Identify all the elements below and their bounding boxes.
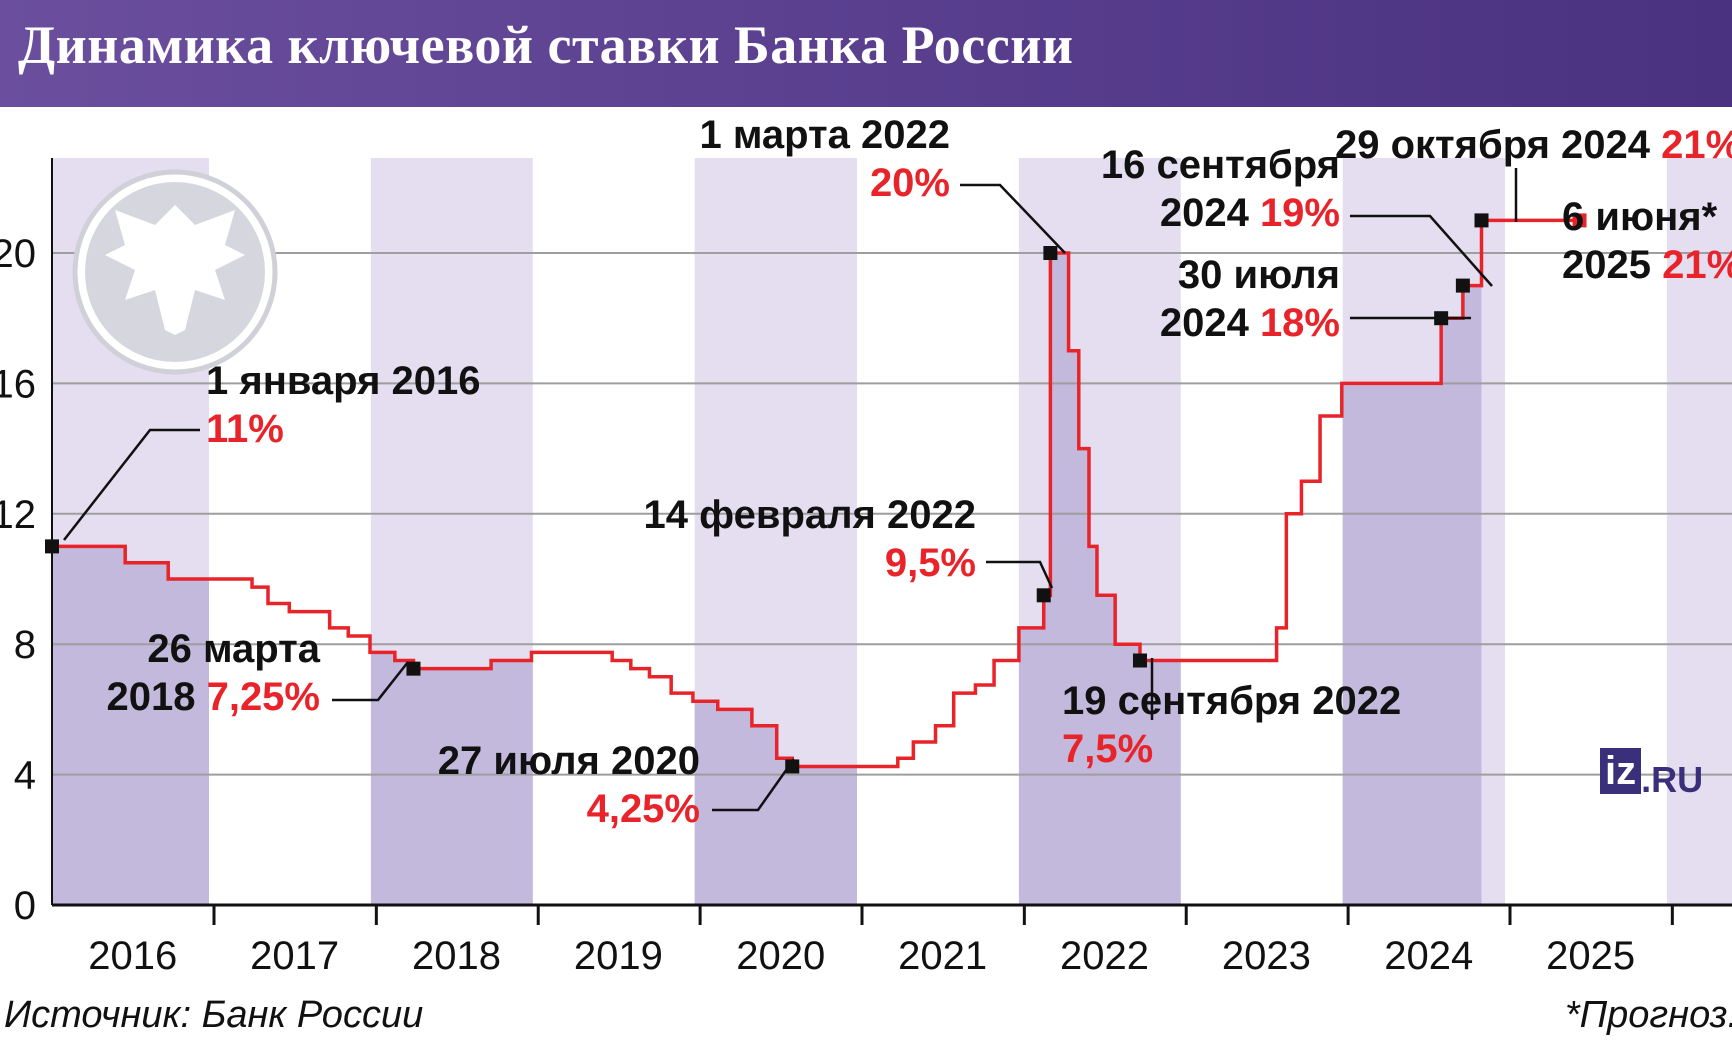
annotation-leader — [1350, 214, 1493, 287]
y-tick-label: 20 — [0, 232, 36, 276]
x-tick-label: 2018 — [412, 934, 501, 978]
annotation-date: 30 июля — [1178, 253, 1340, 297]
x-tick-label: 2021 — [898, 934, 987, 978]
header-bar: Динамика ключевой ставки Банка России — [0, 0, 1732, 107]
annotation-oct2024: 29 октября 2024 21% — [1335, 123, 1732, 228]
annotation-marker — [45, 539, 59, 554]
annotation-date: 19 сентября 2022 — [1062, 679, 1401, 723]
y-tick-label: 4 — [14, 754, 36, 798]
x-tick-label: 2016 — [88, 934, 177, 978]
annotation-marker — [1434, 311, 1449, 326]
forecast-note: *Прогноз. — [1564, 994, 1732, 1036]
annotation-marker — [406, 661, 421, 676]
annotation-value: 18% — [1260, 301, 1340, 345]
x-tick-label: 2025 — [1546, 934, 1635, 978]
y-tick-label: 12 — [0, 493, 36, 537]
annotation-date: 14 февраля 2022 — [644, 493, 976, 537]
x-tick-label: 2019 — [574, 934, 663, 978]
annotation-marker — [1132, 653, 1147, 668]
annotation-leader — [63, 428, 200, 541]
annotation-value: 7,25% — [207, 675, 320, 719]
x-tick-label: 2024 — [1384, 934, 1473, 978]
rate-step-line — [52, 218, 1580, 769]
annotation-value: 21% — [1662, 243, 1732, 287]
annotation-leader — [960, 183, 1066, 254]
y-tick-label: 8 — [14, 623, 36, 667]
annotation-jun2025: 6 июня*2025 21% — [1562, 195, 1732, 287]
annotation-marker — [1572, 213, 1587, 228]
annotation-marker — [1043, 246, 1058, 260]
annotation-leader — [332, 661, 409, 702]
annotation-year: 2018 7,25% — [106, 675, 320, 719]
x-tick-label: 2017 — [250, 934, 339, 978]
rate-line — [52, 218, 1580, 769]
y-tick-label: 0 — [14, 884, 36, 928]
annotation-marker — [1455, 278, 1470, 293]
bank-emblem-icon — [72, 169, 278, 375]
annotation-value: 9,5% — [885, 541, 976, 585]
key-rate-chart: 0 4 8 12 16 20 2016 2017 2018 2019 2020 2021 2022 202… — [0, 113, 1732, 978]
annotation-date: 29 октября 2024 21% — [1335, 123, 1732, 167]
annotation-date: 6 июня* — [1562, 195, 1718, 239]
grid-lines — [52, 252, 1732, 776]
annotation-year: 2024 19% — [1160, 191, 1340, 235]
annotation-date: 1 марта 2022 — [699, 113, 950, 157]
izru-logo: iz .RU — [1600, 748, 1703, 801]
annotation-marker — [1036, 588, 1051, 603]
annotation-leader — [712, 758, 796, 812]
annotation-date: 26 марта — [147, 627, 320, 671]
annotation-value: 11% — [206, 407, 284, 451]
annotation-year: 2024 18% — [1160, 301, 1340, 345]
logo-iz: iz — [1600, 748, 1642, 794]
chart-title: Динамика ключевой ставки Банка России — [18, 15, 1074, 75]
annotation-value: 21% — [1661, 123, 1732, 167]
year-band — [1666, 158, 1732, 905]
annotation-date: 1 января 2016 — [206, 359, 481, 403]
x-tick-label: 2023 — [1222, 934, 1311, 978]
annotation-value: 4,25% — [587, 787, 700, 831]
x-tick-label: 2020 — [736, 934, 825, 978]
source-note: Источник: Банк России — [4, 994, 424, 1036]
axes: 0 4 8 12 16 20 2016 2017 2018 2019 2020 2021 2022 202… — [0, 158, 1732, 978]
annotation-date: 16 сентября — [1101, 143, 1340, 187]
annotation-value: 7,5% — [1062, 727, 1153, 771]
annotation-marker — [785, 759, 800, 774]
x-tick-label: 2022 — [1060, 934, 1149, 978]
y-tick-label: 16 — [0, 362, 36, 406]
annotation-date: 27 июля 2020 — [438, 739, 700, 783]
logo-ru: .RU — [1641, 758, 1704, 800]
annotation-year: 2025 21% — [1562, 243, 1732, 287]
annotation-leader — [986, 560, 1054, 589]
annotation-value: 20% — [870, 161, 950, 205]
annotation-marker — [1474, 213, 1489, 228]
annotation-value: 19% — [1260, 191, 1340, 235]
